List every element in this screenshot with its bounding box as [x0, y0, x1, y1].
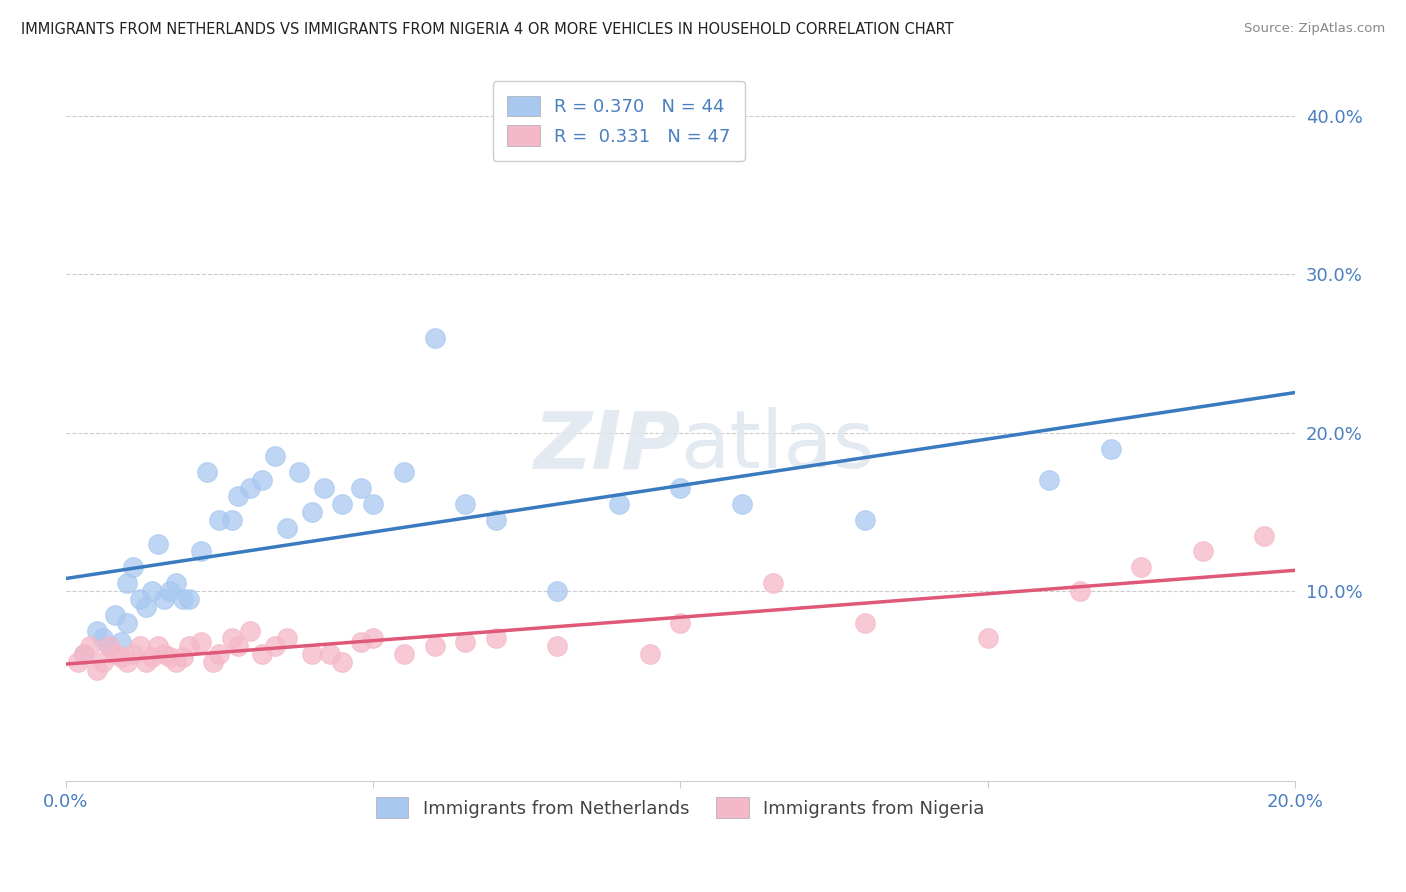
Point [221, 513, 243, 527]
Point [122, 648, 145, 662]
Point [1099, 442, 1122, 456]
Point [312, 481, 335, 495]
Point [454, 497, 477, 511]
Point [165, 655, 187, 669]
Point [97, 640, 120, 654]
Point [731, 497, 754, 511]
Point [669, 481, 692, 495]
Point [485, 632, 508, 646]
Point [1069, 584, 1091, 599]
Point [91, 655, 114, 669]
Point [153, 591, 176, 606]
Point [190, 544, 212, 558]
Point [761, 576, 783, 591]
Point [117, 655, 139, 669]
Point [1130, 560, 1153, 574]
Point [122, 560, 145, 574]
Point [110, 650, 132, 665]
Point [853, 513, 876, 527]
Point [976, 632, 998, 646]
Point [454, 634, 477, 648]
Point [252, 473, 274, 487]
Point [135, 655, 157, 669]
Text: atlas: atlas [681, 407, 875, 485]
Point [546, 584, 568, 599]
Point [301, 648, 323, 662]
Text: ZIP: ZIP [533, 407, 681, 485]
Point [361, 497, 384, 511]
Point [350, 481, 373, 495]
Point [91, 632, 114, 646]
Point [392, 465, 415, 479]
Point [423, 331, 446, 345]
Point [177, 591, 200, 606]
Point [485, 513, 508, 527]
Point [117, 576, 139, 591]
Point [252, 648, 274, 662]
Point [1253, 528, 1275, 542]
Point [1191, 544, 1213, 558]
Point [79, 640, 101, 654]
Point [86, 624, 108, 638]
Text: Source: ZipAtlas.com: Source: ZipAtlas.com [1244, 22, 1385, 36]
Point [350, 634, 373, 648]
Legend: Immigrants from Netherlands, Immigrants from Nigeria: Immigrants from Netherlands, Immigrants … [368, 790, 993, 825]
Point [128, 640, 150, 654]
Point [392, 648, 415, 662]
Point [208, 648, 231, 662]
Point [669, 615, 692, 630]
Point [110, 634, 132, 648]
Point [73, 648, 96, 662]
Point [1038, 473, 1060, 487]
Point [165, 576, 187, 591]
Point [141, 650, 163, 665]
Point [195, 465, 218, 479]
Point [239, 624, 262, 638]
Point [607, 497, 630, 511]
Point [276, 521, 298, 535]
Point [301, 505, 323, 519]
Point [146, 536, 169, 550]
Point [177, 640, 200, 654]
Point [276, 632, 298, 646]
Point [263, 450, 285, 464]
Point [638, 648, 661, 662]
Point [546, 640, 568, 654]
Point [208, 513, 231, 527]
Point [97, 640, 120, 654]
Point [190, 634, 212, 648]
Point [117, 615, 139, 630]
Point [330, 497, 353, 511]
Point [263, 640, 285, 654]
Point [423, 640, 446, 654]
Point [128, 591, 150, 606]
Point [159, 584, 181, 599]
Point [159, 650, 181, 665]
Point [221, 632, 243, 646]
Point [202, 655, 225, 669]
Point [86, 663, 108, 677]
Point [172, 591, 194, 606]
Point [135, 599, 157, 614]
Point [226, 640, 249, 654]
Point [361, 632, 384, 646]
Point [319, 648, 342, 662]
Point [104, 607, 127, 622]
Point [172, 650, 194, 665]
Point [141, 584, 163, 599]
Point [67, 655, 90, 669]
Point [153, 648, 176, 662]
Point [146, 640, 169, 654]
Point [226, 489, 249, 503]
Point [330, 655, 353, 669]
Point [853, 615, 876, 630]
Point [104, 648, 127, 662]
Text: IMMIGRANTS FROM NETHERLANDS VS IMMIGRANTS FROM NIGERIA 4 OR MORE VEHICLES IN HOU: IMMIGRANTS FROM NETHERLANDS VS IMMIGRANT… [21, 22, 953, 37]
Point [239, 481, 262, 495]
Point [288, 465, 311, 479]
Point [73, 648, 96, 662]
